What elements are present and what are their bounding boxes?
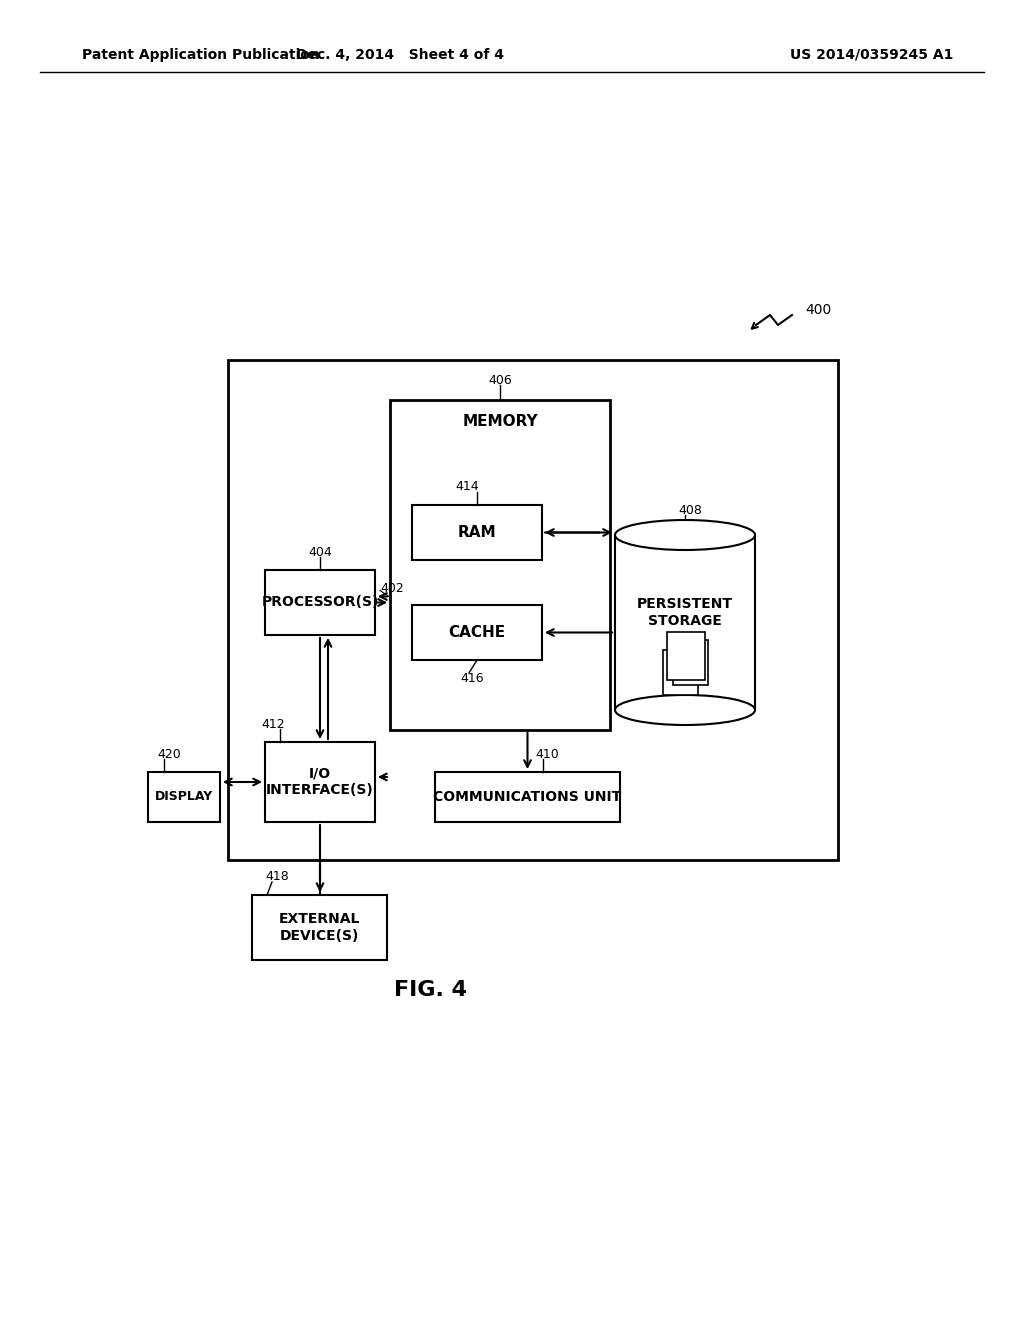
FancyBboxPatch shape [435,772,620,822]
Text: I/O
INTERFACE(S): I/O INTERFACE(S) [266,767,374,797]
FancyBboxPatch shape [390,400,610,730]
FancyBboxPatch shape [265,570,375,635]
FancyBboxPatch shape [615,535,755,710]
Text: Patent Application Publication: Patent Application Publication [82,48,319,62]
FancyBboxPatch shape [252,895,387,960]
Ellipse shape [615,520,755,550]
Text: 414: 414 [456,480,479,494]
Text: 404: 404 [308,545,332,558]
Text: 400: 400 [805,304,831,317]
Text: 410: 410 [536,747,559,760]
Text: PERSISTENT
STORAGE: PERSISTENT STORAGE [637,598,733,627]
Text: EXTERNAL
DEVICE(S): EXTERNAL DEVICE(S) [279,912,360,942]
Text: COMMUNICATIONS UNIT: COMMUNICATIONS UNIT [433,789,622,804]
Text: 412: 412 [261,718,285,730]
Text: FIG. 4: FIG. 4 [393,979,467,1001]
Ellipse shape [615,696,755,725]
FancyBboxPatch shape [667,632,705,680]
FancyBboxPatch shape [265,742,375,822]
Text: 406: 406 [488,374,512,387]
Text: Dec. 4, 2014   Sheet 4 of 4: Dec. 4, 2014 Sheet 4 of 4 [296,48,504,62]
Text: DISPLAY: DISPLAY [155,791,213,804]
Text: PROCESSOR(S): PROCESSOR(S) [261,595,379,610]
Text: MEMORY: MEMORY [462,414,538,429]
FancyBboxPatch shape [673,640,708,685]
FancyBboxPatch shape [663,649,698,696]
Text: 418: 418 [265,870,289,883]
Text: US 2014/0359245 A1: US 2014/0359245 A1 [790,48,953,62]
FancyBboxPatch shape [148,772,220,822]
Text: 408: 408 [678,503,701,516]
FancyBboxPatch shape [412,506,542,560]
Text: 416: 416 [460,672,483,685]
Text: CACHE: CACHE [449,624,506,640]
FancyBboxPatch shape [412,605,542,660]
Text: RAM: RAM [458,525,497,540]
FancyBboxPatch shape [228,360,838,861]
Text: 402: 402 [380,582,403,595]
Text: 420: 420 [157,747,181,760]
